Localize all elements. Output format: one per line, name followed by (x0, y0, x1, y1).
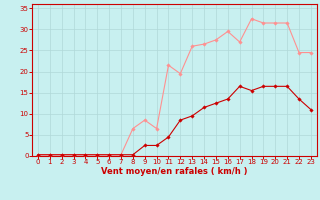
X-axis label: Vent moyen/en rafales ( km/h ): Vent moyen/en rafales ( km/h ) (101, 167, 248, 176)
